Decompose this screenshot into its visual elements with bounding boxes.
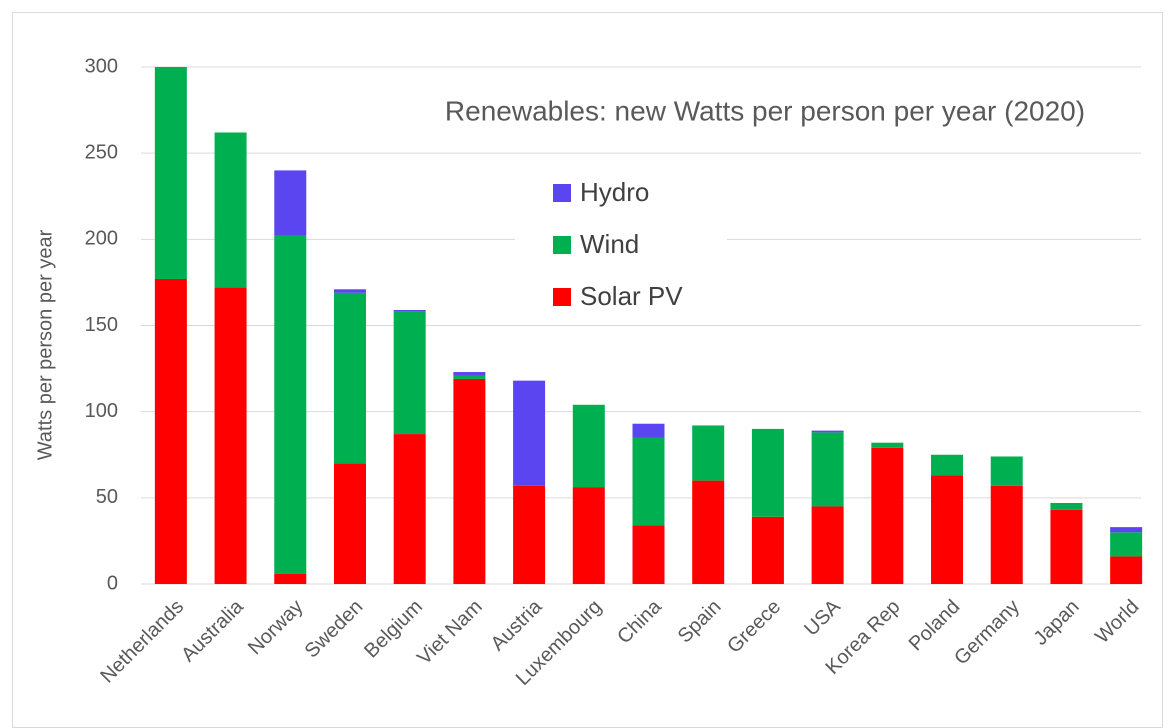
bar-segment xyxy=(692,480,725,584)
y-tick-label: 300 xyxy=(85,55,118,77)
bar-segment xyxy=(274,573,307,584)
bar-segment xyxy=(513,380,546,486)
bar-segment xyxy=(751,516,784,584)
y-axis-label: Watts per person per year xyxy=(34,229,56,460)
y-tick-label: 50 xyxy=(96,486,118,508)
bar-segment xyxy=(572,404,605,488)
bar-segment xyxy=(990,456,1023,486)
bar-segment xyxy=(214,132,247,288)
bar-segment xyxy=(393,434,426,584)
bar-segment xyxy=(632,525,665,584)
y-tick-label: 150 xyxy=(85,314,118,336)
bar-segment xyxy=(453,375,486,379)
bar-segment xyxy=(990,485,1023,584)
bar-segment xyxy=(572,487,605,584)
bar-segment xyxy=(871,442,904,448)
bar-segment xyxy=(274,170,307,236)
bar-segment xyxy=(154,278,187,584)
bar-segment xyxy=(1050,503,1083,510)
bar-segment xyxy=(333,292,366,464)
bar-segment xyxy=(1110,556,1143,584)
bar-segment xyxy=(154,67,187,279)
bar-segment xyxy=(871,447,904,584)
y-tick-label: 200 xyxy=(85,228,118,250)
y-tick-label: 100 xyxy=(85,400,118,422)
chart-border xyxy=(12,12,1163,728)
bar-segment xyxy=(811,430,844,433)
bar-segment xyxy=(931,454,964,476)
y-tick-label: 250 xyxy=(85,141,118,163)
bar-segment xyxy=(453,378,486,584)
legend-swatch xyxy=(553,288,571,306)
bar-segment xyxy=(811,432,844,507)
bar-segment xyxy=(931,475,964,584)
legend-label: Hydro xyxy=(580,177,649,207)
bar-segment xyxy=(692,425,725,481)
y-tick-label: 0 xyxy=(107,572,118,594)
chart-title: Renewables: new Watts per person per yea… xyxy=(445,95,1085,126)
bar-segment xyxy=(513,485,546,584)
bar-segment xyxy=(274,235,307,574)
bar-segment xyxy=(632,423,665,438)
bar-segment xyxy=(1110,532,1143,557)
legend-label: Wind xyxy=(580,229,639,259)
bar-segment xyxy=(333,289,366,293)
bar-segment xyxy=(751,428,784,517)
legend-label: Solar PV xyxy=(580,281,683,311)
bar-segment xyxy=(1110,527,1143,533)
legend-swatch xyxy=(553,236,571,254)
bar-segment xyxy=(393,309,426,312)
bar-segment xyxy=(453,372,486,376)
bar-segment xyxy=(632,437,665,526)
bar-segment xyxy=(811,506,844,584)
bar-segment xyxy=(333,463,366,584)
bar-segment xyxy=(214,287,247,584)
bar-segment xyxy=(1050,509,1083,584)
legend-background xyxy=(515,160,727,325)
bar-segment xyxy=(393,311,426,435)
legend-swatch xyxy=(553,184,571,202)
